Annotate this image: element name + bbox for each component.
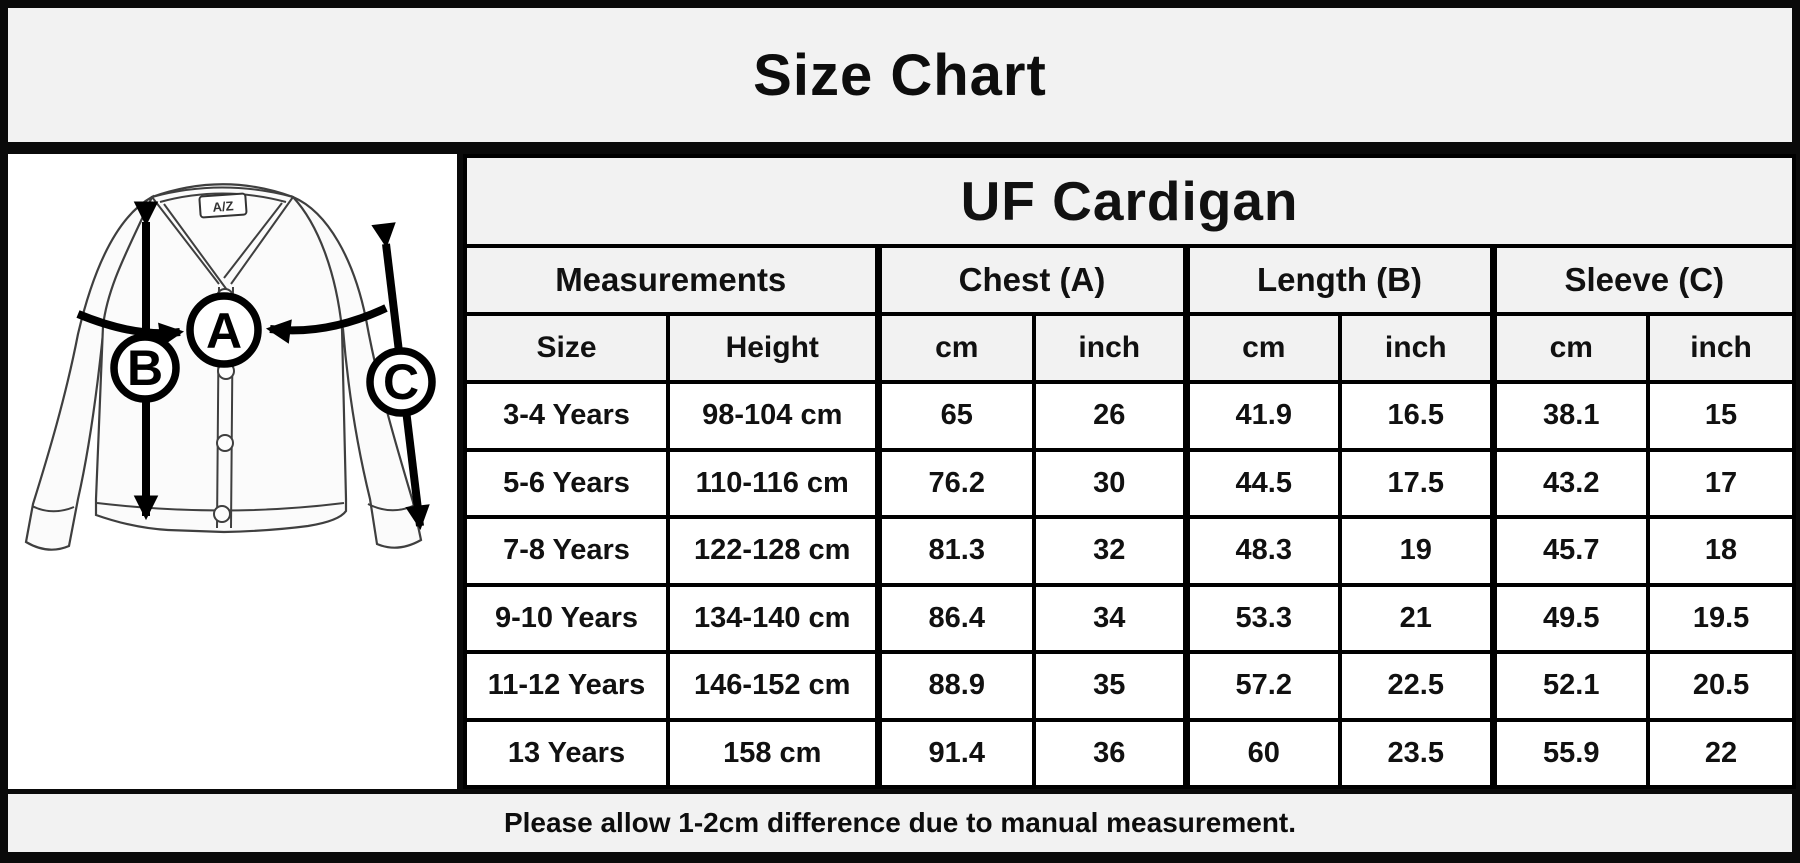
- collar-back: [151, 186, 294, 198]
- table-cell: 53.3: [1182, 582, 1342, 654]
- table-cell: 3-4 Years: [463, 380, 670, 452]
- table-cell: 17: [1645, 447, 1797, 519]
- table-cell: 49.5: [1489, 582, 1650, 654]
- sub-header-height: Height: [666, 312, 880, 384]
- table-cell: 16.5: [1338, 380, 1495, 452]
- table-cell: 35: [1032, 650, 1188, 722]
- sub-header-length-cm: cm: [1182, 312, 1342, 384]
- table-cell: 20.5: [1645, 650, 1797, 722]
- marker-c-letter: C: [383, 354, 419, 410]
- group-header-measurements: Measurements: [463, 244, 880, 316]
- table-cell: 57.2: [1182, 650, 1342, 722]
- table-row: 9-10 Years 134-140 cm 86.4 34 53.3 21 49.5 19.5: [463, 582, 1797, 654]
- sub-header-sleeve-inch: inch: [1645, 312, 1797, 384]
- size-table-panel: UF Cardigan Measurements Chest (A) Lengt…: [462, 154, 1797, 789]
- table-cell: 17.5: [1338, 447, 1495, 519]
- table-cell: 55.9: [1489, 717, 1650, 789]
- table-cell: 110-116 cm: [666, 447, 880, 519]
- group-header-sleeve: Sleeve (C): [1489, 244, 1797, 316]
- collar-inner: [159, 192, 287, 203]
- table-cell: 122-128 cm: [666, 515, 880, 587]
- left-sleeve: [24, 194, 155, 551]
- table-cell: 22.5: [1338, 650, 1495, 722]
- table-cell: 158 cm: [666, 717, 880, 789]
- panel-divider: [457, 154, 463, 789]
- sub-header-chest-cm: cm: [874, 312, 1036, 384]
- group-header-chest: Chest (A): [874, 244, 1188, 316]
- marker-a-letter: A: [206, 303, 242, 359]
- sub-header-sleeve-cm: cm: [1489, 312, 1650, 384]
- table-cell: 19: [1338, 515, 1495, 587]
- table-cell: 26: [1032, 380, 1188, 452]
- group-header-length: Length (B): [1182, 244, 1495, 316]
- table-cell: 15: [1645, 380, 1797, 452]
- table-cell: 98-104 cm: [666, 380, 880, 452]
- main-area: A/Z A B C: [8, 154, 1797, 789]
- table-cell: 5-6 Years: [463, 447, 670, 519]
- table-cell: 7-8 Years: [463, 515, 670, 587]
- cardigan-diagram-panel: A/Z A B C: [8, 154, 457, 789]
- table-cell: 88.9: [874, 650, 1036, 722]
- table-cell: 43.2: [1489, 447, 1650, 519]
- table-cell: 41.9: [1182, 380, 1342, 452]
- table-row: 11-12 Years 146-152 cm 88.9 35 57.2 22.5 52.1 2…: [463, 650, 1797, 722]
- table-cell: 44.5: [1182, 447, 1342, 519]
- table-cell: 76.2: [874, 447, 1036, 519]
- right-lapel: [223, 196, 294, 285]
- marker-a: A: [186, 292, 262, 368]
- table-row: 3-4 Years 98-104 cm 65 26 41.9 16.5 38.1 15: [463, 380, 1797, 452]
- brand-tag-text: A/Z: [212, 198, 234, 214]
- table-row: 13 Years 158 cm 91.4 36 60 23.5 55.9 22: [463, 717, 1797, 789]
- left-cuff: [31, 505, 75, 513]
- chest-arrow-left: [76, 310, 185, 347]
- marker-b: B: [110, 333, 180, 403]
- left-lapel: [151, 196, 228, 291]
- table-cell: 81.3: [874, 515, 1036, 587]
- sub-header-size: Size: [463, 312, 670, 384]
- table-cell: 22: [1645, 717, 1797, 789]
- sub-header-chest-inch: inch: [1032, 312, 1188, 384]
- table-cell: 19.5: [1645, 582, 1797, 654]
- sub-header-length-inch: inch: [1338, 312, 1495, 384]
- cardigan-sketch: A/Z A B C: [24, 183, 436, 551]
- table-cell: 36: [1032, 717, 1188, 789]
- table-cell: 32: [1032, 515, 1188, 587]
- table-cell: 86.4: [874, 582, 1036, 654]
- table-cell: 65: [874, 380, 1036, 452]
- table-cell: 18: [1645, 515, 1797, 587]
- table-cell: 60: [1182, 717, 1342, 789]
- table-cell: 45.7: [1489, 515, 1650, 587]
- page-title: Size Chart: [753, 42, 1047, 108]
- size-table-body: 3-4 Years 98-104 cm 65 26 41.9 16.5 38.1 15 5-6 …: [463, 380, 1797, 789]
- table-cell: 30: [1032, 447, 1188, 519]
- size-table: UF Cardigan Measurements Chest (A) Lengt…: [462, 154, 1797, 789]
- marker-b-letter: B: [127, 340, 163, 396]
- footer-note: Please allow 1-2cm difference due to man…: [503, 807, 1297, 838]
- table-cell: 52.1: [1489, 650, 1650, 722]
- marker-c: C: [366, 347, 436, 417]
- table-cell: 34: [1032, 582, 1188, 654]
- table-cell: 48.3: [1182, 515, 1342, 587]
- footer-bar: Please allow 1-2cm difference due to man…: [8, 794, 1792, 852]
- table-cell: 146-152 cm: [666, 650, 880, 722]
- product-title: UF Cardigan: [462, 154, 1797, 248]
- table-cell: 9-10 Years: [463, 582, 670, 654]
- table-cell: 38.1: [1489, 380, 1650, 452]
- table-cell: 11-12 Years: [463, 650, 670, 722]
- table-cell: 134-140 cm: [666, 582, 880, 654]
- table-row: 5-6 Years 110-116 cm 76.2 30 44.5 17.5 43.2 17: [463, 447, 1797, 519]
- table-cell: 23.5: [1338, 717, 1495, 789]
- table-cell: 21: [1338, 582, 1495, 654]
- brand-tag: A/Z: [198, 192, 248, 219]
- table-row: 7-8 Years 122-128 cm 81.3 32 48.3 19 45.7 18: [463, 515, 1797, 587]
- table-cell: 13 Years: [463, 717, 670, 789]
- title-bar: Size Chart: [8, 8, 1792, 142]
- table-cell: 91.4: [874, 717, 1036, 789]
